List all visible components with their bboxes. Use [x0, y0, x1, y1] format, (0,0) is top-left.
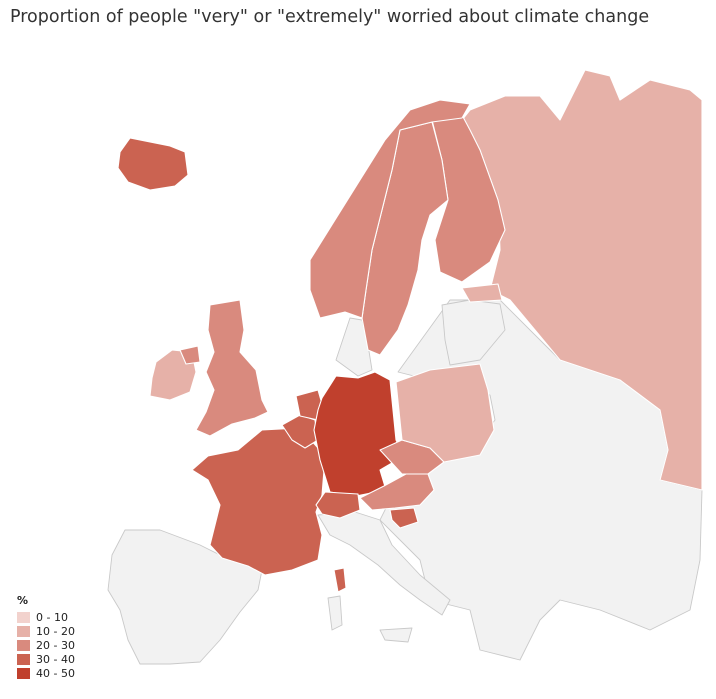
- switzerland-region[interactable]: [315, 491, 361, 519]
- no-data-region-sardinia: [327, 595, 343, 631]
- germany-region[interactable]: [313, 371, 405, 497]
- legend-swatch: [17, 611, 30, 623]
- no-data-region-iberia: [107, 529, 263, 665]
- united-kingdom-region[interactable]: [195, 299, 269, 437]
- legend-label: 40 - 50: [36, 666, 75, 680]
- poland-region[interactable]: [395, 363, 495, 463]
- legend-swatch: [17, 625, 30, 637]
- legend-label: 0 - 10: [36, 610, 68, 624]
- legend-label: 30 - 40: [36, 652, 75, 666]
- no-data-region-italy: [317, 511, 451, 616]
- legend-swatch: [17, 639, 30, 651]
- legend-title: %: [17, 594, 29, 607]
- legend-swatch: [17, 653, 30, 665]
- slovenia-region[interactable]: [389, 507, 419, 529]
- estonia-region[interactable]: [461, 283, 503, 303]
- austria-region[interactable]: [359, 473, 435, 511]
- legend-item: 0 - 10: [17, 610, 75, 624]
- legend: % 0 - 10 10 - 20 20 - 30 30 - 40 40 - 50: [17, 594, 75, 680]
- legend-item: 10 - 20: [17, 624, 75, 638]
- iceland-region[interactable]: [117, 137, 189, 191]
- legend-item: 20 - 30: [17, 638, 75, 652]
- legend-item: 40 - 50: [17, 666, 75, 680]
- corsica-region[interactable]: [333, 567, 347, 593]
- norway-region[interactable]: [309, 99, 471, 319]
- legend-label: 20 - 30: [36, 638, 75, 652]
- northern-ireland-region[interactable]: [179, 345, 201, 365]
- ireland-region[interactable]: [149, 349, 197, 401]
- legend-swatch: [17, 667, 30, 679]
- legend-label: 10 - 20: [36, 624, 75, 638]
- map-title: Proportion of people "very" or "extremel…: [10, 7, 650, 27]
- legend-item: 30 - 40: [17, 652, 75, 666]
- no-data-region-sicily: [379, 627, 413, 643]
